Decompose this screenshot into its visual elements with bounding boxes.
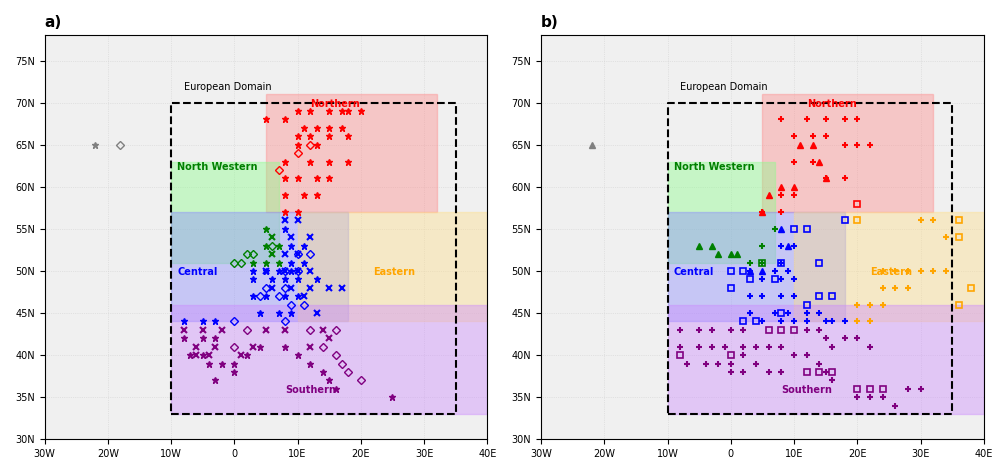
Text: b): b) xyxy=(541,15,558,30)
Bar xyxy=(667,305,984,414)
Text: Northern: Northern xyxy=(310,99,360,109)
Bar xyxy=(171,305,487,414)
Text: European Domain: European Domain xyxy=(183,82,271,92)
Text: European Domain: European Domain xyxy=(680,82,768,92)
Bar xyxy=(794,212,984,321)
Bar xyxy=(171,162,278,263)
Text: North Western: North Western xyxy=(177,162,258,172)
Text: a): a) xyxy=(44,15,61,30)
Text: North Western: North Western xyxy=(674,162,754,172)
Text: Southern: Southern xyxy=(781,385,833,395)
Text: Eastern: Eastern xyxy=(374,267,415,277)
Text: Eastern: Eastern xyxy=(870,267,912,277)
Text: Central: Central xyxy=(674,267,715,277)
Bar xyxy=(266,94,436,212)
Bar xyxy=(667,162,775,263)
Text: Southern: Southern xyxy=(285,385,336,395)
Bar xyxy=(667,212,845,321)
Text: Central: Central xyxy=(177,267,218,277)
Bar xyxy=(762,94,933,212)
Bar xyxy=(297,212,487,321)
Text: Northern: Northern xyxy=(806,99,857,109)
Bar xyxy=(171,212,348,321)
